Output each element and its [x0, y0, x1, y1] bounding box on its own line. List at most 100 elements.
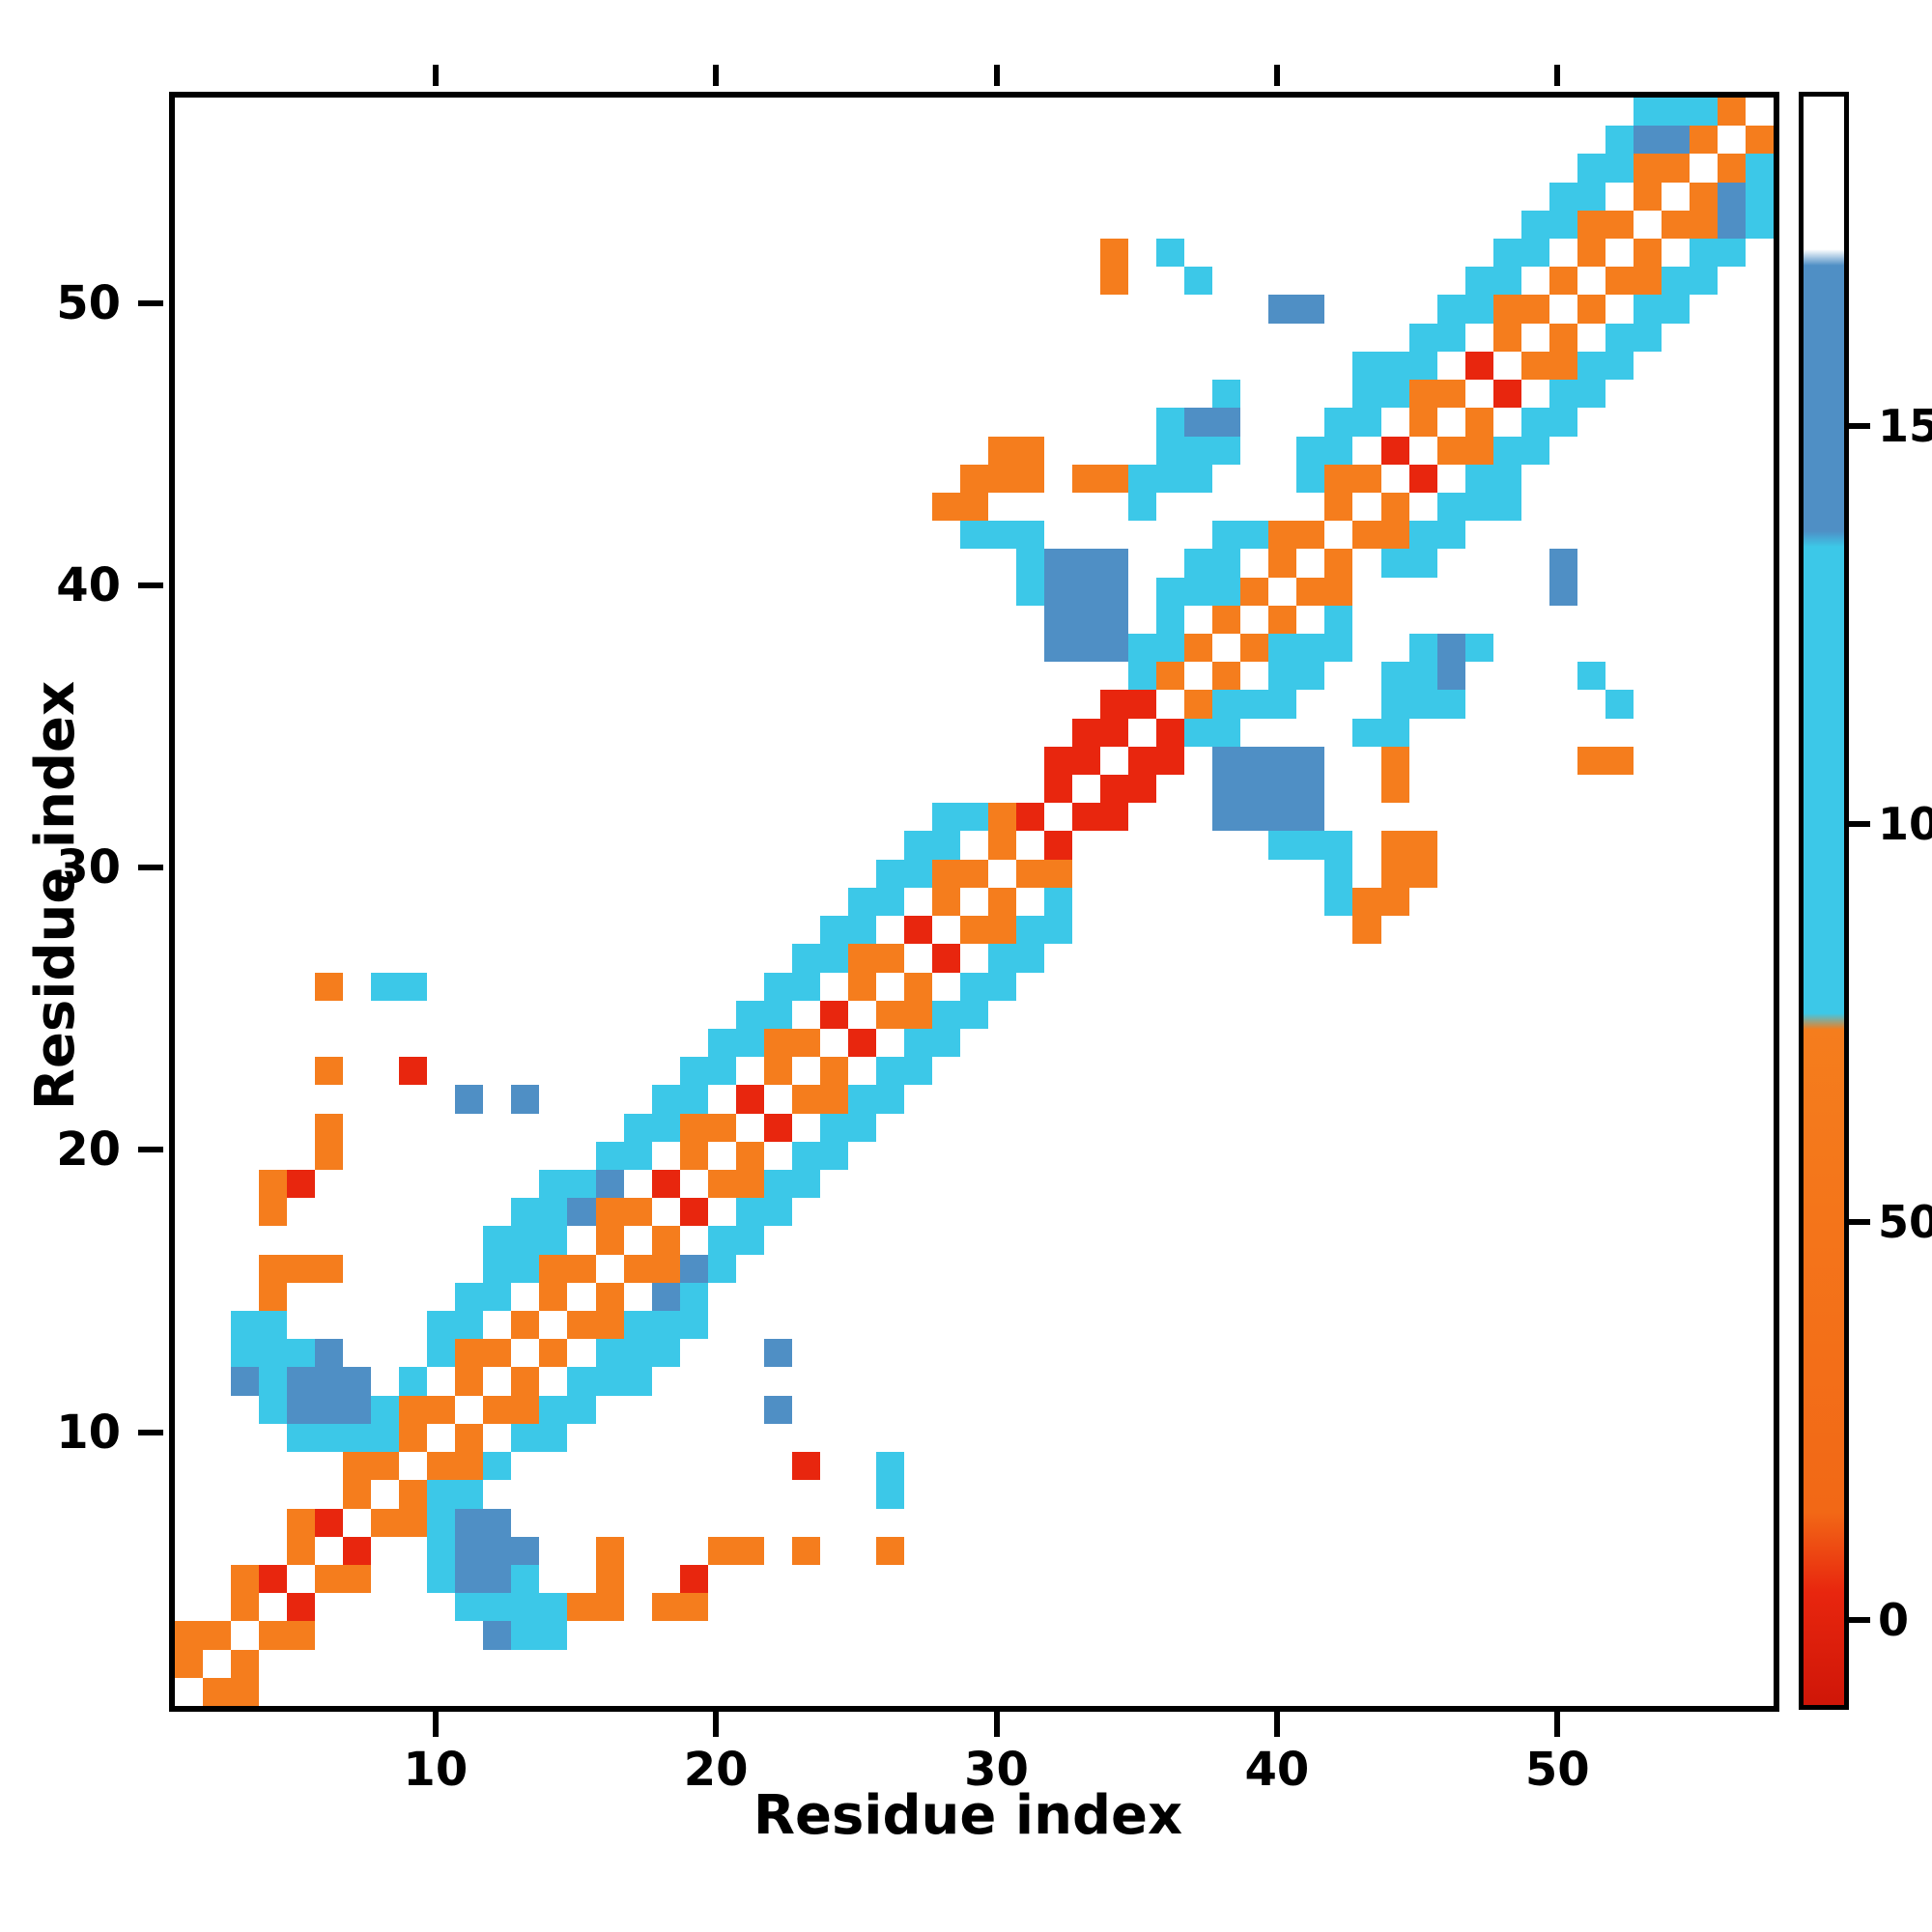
heatmap-cell: [483, 1593, 512, 1622]
heatmap-cell: [679, 1198, 708, 1227]
heatmap-cell: [875, 887, 904, 917]
heatmap-cell: [735, 1170, 764, 1199]
heatmap-cell: [1072, 803, 1101, 832]
heatmap-cell: [1577, 351, 1605, 381]
heatmap-cell: [259, 1170, 288, 1199]
heatmap-cell: [399, 1057, 428, 1086]
heatmap-cell: [903, 831, 932, 860]
heatmap-cell: [315, 1564, 344, 1594]
heatmap-cell: [1548, 323, 1577, 352]
heatmap-cell: [539, 1282, 568, 1312]
heatmap-cell: [707, 1170, 736, 1199]
heatmap-cell: [651, 1282, 680, 1312]
heatmap-cell: [315, 1057, 344, 1086]
heatmap-cell: [315, 1113, 344, 1142]
x-top-tick-mark: [1554, 65, 1561, 86]
heatmap-cell: [1156, 662, 1185, 691]
heatmap-cell: [259, 1367, 288, 1396]
heatmap-cell: [1268, 521, 1297, 550]
heatmap-cell: [623, 1311, 652, 1340]
x-tick-label-10: 10: [403, 1743, 469, 1797]
heatmap-cell: [1016, 944, 1045, 973]
heatmap-cell: [1548, 577, 1577, 606]
heatmap-cell: [1296, 746, 1325, 776]
heatmap-cell: [1016, 464, 1045, 493]
heatmap-cell: [231, 1677, 260, 1706]
heatmap-cell: [287, 1170, 316, 1199]
heatmap-cell: [511, 1593, 540, 1622]
heatmap-cell: [1296, 775, 1325, 804]
x-tick-mark: [1554, 1712, 1561, 1737]
heatmap-cell: [819, 1113, 848, 1142]
heatmap-cell: [287, 1395, 316, 1424]
heatmap-cell: [1436, 521, 1465, 550]
heatmap-cell: [1016, 916, 1045, 945]
heatmap-cell: [791, 1536, 820, 1565]
heatmap-cell: [483, 1339, 512, 1368]
heatmap-cell: [399, 972, 428, 1001]
heatmap-cell: [679, 1085, 708, 1114]
heatmap-cell: [455, 1564, 484, 1594]
heatmap-cell: [679, 1113, 708, 1142]
heatmap-cell: [1324, 634, 1353, 663]
heatmap-cell: [1324, 492, 1353, 522]
heatmap-cell: [1324, 605, 1353, 635]
heatmap-cell: [287, 1621, 316, 1650]
heatmap-cell: [1212, 746, 1241, 776]
heatmap-cell: [1436, 492, 1465, 522]
heatmap-cell: [483, 1564, 512, 1594]
heatmap-cell: [959, 972, 988, 1001]
heatmap-cell: [791, 1085, 820, 1114]
heatmap-cell: [1605, 690, 1634, 719]
heatmap-cell: [1268, 662, 1297, 691]
heatmap-cell: [1268, 831, 1297, 860]
heatmap-cell: [847, 916, 876, 945]
heatmap-cell: [1156, 718, 1185, 747]
heatmap-cell: [1577, 295, 1605, 324]
heatmap-cell: [1492, 323, 1521, 352]
heatmap-cell: [1184, 464, 1213, 493]
heatmap-cell: [1128, 746, 1157, 776]
heatmap-cell: [1380, 718, 1409, 747]
heatmap-cell: [539, 1198, 568, 1227]
heatmap-cell: [1128, 492, 1157, 522]
heatmap-cell: [1156, 239, 1185, 268]
heatmap-cell: [1689, 182, 1718, 211]
heatmap-cell: [1212, 718, 1241, 747]
heatmap-cell: [959, 464, 988, 493]
heatmap-cell: [1380, 521, 1409, 550]
heatmap-cell: [1380, 746, 1409, 776]
colorbar-tick-mark: [1849, 1219, 1870, 1226]
heatmap-cell: [231, 1593, 260, 1622]
heatmap-cell: [1268, 295, 1297, 324]
heatmap-cell: [1436, 634, 1465, 663]
heatmap-cell: [1605, 746, 1634, 776]
heatmap-cell: [455, 1480, 484, 1509]
heatmap-cell: [1548, 380, 1577, 409]
heatmap-cell: [595, 1564, 624, 1594]
heatmap-cell: [1408, 408, 1437, 437]
heatmap-cell: [399, 1367, 428, 1396]
heatmap-cell: [455, 1282, 484, 1312]
heatmap-cell: [343, 1423, 372, 1453]
heatmap-cell: [931, 803, 960, 832]
heatmap-cell: [1100, 549, 1129, 578]
heatmap-cell: [1324, 831, 1353, 860]
heatmap-cell: [1044, 887, 1073, 917]
heatmap-cell: [763, 1170, 792, 1199]
heatmap-cell: [988, 831, 1017, 860]
heatmap-cell: [483, 1254, 512, 1283]
heatmap-cell: [1212, 436, 1241, 465]
heatmap-cell: [455, 1085, 484, 1114]
heatmap-cell: [1240, 803, 1269, 832]
heatmap-cell: [1717, 182, 1746, 211]
heatmap-cell: [1464, 408, 1493, 437]
heatmap-cell: [903, 916, 932, 945]
heatmap-cell: [1492, 464, 1521, 493]
heatmap-cell: [903, 972, 932, 1001]
heatmap-cell: [819, 1057, 848, 1086]
heatmap-cell: [1296, 295, 1325, 324]
heatmap-cell: [343, 1480, 372, 1509]
heatmap-cell: [1745, 154, 1774, 183]
heatmap-cell: [455, 1593, 484, 1622]
